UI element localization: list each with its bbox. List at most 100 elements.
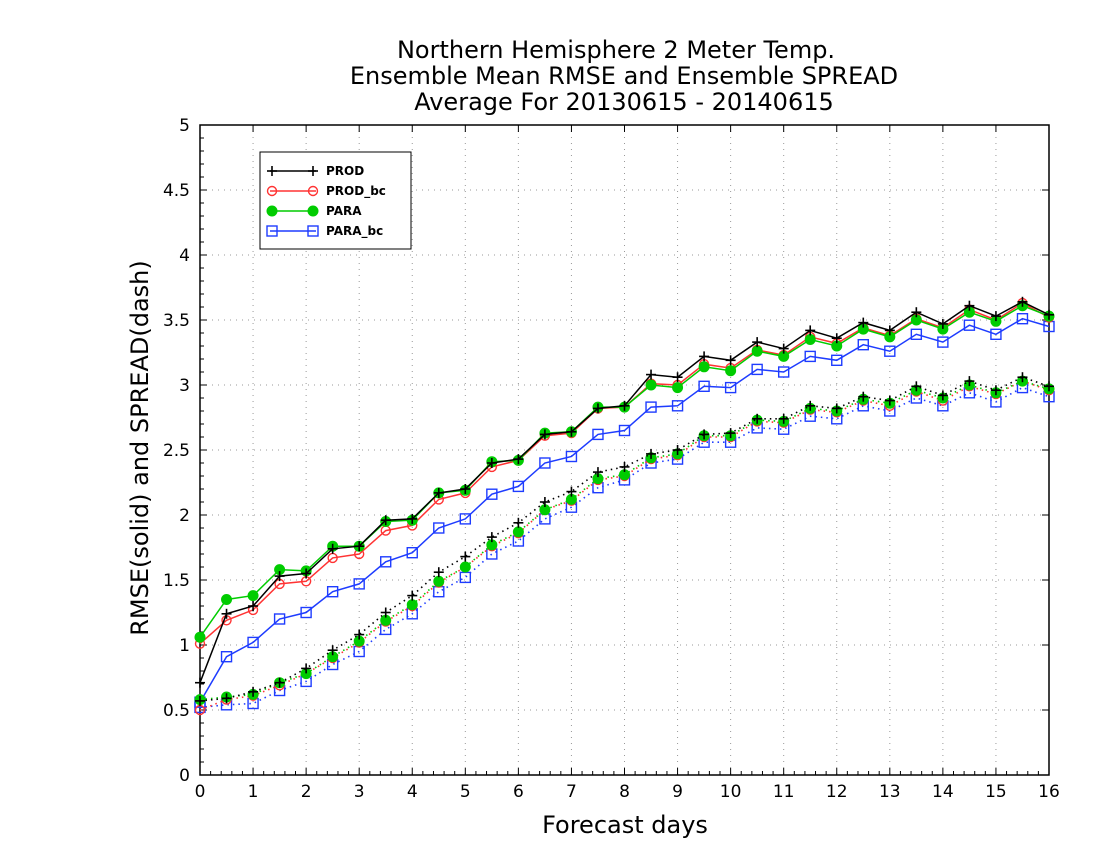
x-tick-label: 9 — [672, 782, 683, 802]
rmse-point — [380, 556, 392, 568]
x-tick-label: 5 — [460, 782, 471, 802]
rmse-point — [327, 543, 338, 554]
spread-point — [407, 590, 418, 601]
chart-title: Northern Hemisphere 2 Meter Temp. Ensemb… — [350, 36, 898, 116]
rmse-point — [831, 333, 842, 344]
rmse-point — [460, 484, 471, 494]
x-tick-label: 11 — [773, 782, 795, 802]
x-tick-label: 12 — [826, 782, 848, 802]
rmse-point — [911, 307, 922, 318]
series-prod-bc — [194, 297, 1055, 716]
rmse-point — [273, 613, 286, 625]
rmse-point — [804, 350, 816, 363]
legend-entry: PARA_bc — [266, 224, 383, 239]
rmse-point — [752, 337, 763, 348]
spread-point — [433, 586, 445, 598]
spread-point — [406, 599, 418, 611]
spread-point — [725, 428, 736, 439]
spread-point — [460, 551, 471, 562]
spread-point — [459, 571, 472, 584]
spread-point — [380, 607, 391, 618]
rmse-point — [777, 366, 790, 378]
legend-marker — [308, 166, 318, 176]
spread-point — [221, 693, 232, 704]
rmse-point — [671, 400, 684, 412]
y-tick-label: 1.5 — [163, 571, 190, 591]
x-tick-label: 0 — [195, 782, 206, 802]
rmse-line — [199, 317, 1050, 703]
rmse-point — [433, 522, 445, 534]
x-tick-label: 4 — [407, 782, 418, 802]
rmse-point — [646, 369, 657, 380]
x-tick-label: 15 — [985, 782, 1007, 802]
rmse-point — [618, 424, 631, 437]
rmse-point — [910, 328, 923, 340]
rmse-point — [990, 328, 1002, 340]
spread-point — [459, 561, 471, 573]
rmse-point — [884, 345, 896, 357]
legend: PROD PROD_bc PARA PARA_bc — [259, 151, 412, 250]
series-para — [194, 300, 1055, 706]
x-tick-label: 7 — [566, 782, 577, 802]
rmse-point — [725, 355, 736, 366]
spread-point — [699, 429, 710, 440]
rmse-point — [406, 547, 418, 559]
spread-point — [512, 526, 524, 538]
rmse-point — [247, 636, 259, 649]
spread-point — [513, 517, 524, 528]
spread-point — [990, 385, 1001, 396]
legend-label: PARA — [326, 204, 362, 218]
rmse-point — [990, 311, 1001, 322]
y-axis-label: RMSE(solid) and SPREAD(dash) — [126, 260, 154, 636]
spread-point — [619, 461, 630, 472]
rmse-point — [937, 318, 948, 329]
x-axis-ticks: 0 1 2 3 4 5 6 7 8 9 10 11 12 13 14 15 16 — [195, 125, 1060, 802]
spread-point — [672, 445, 683, 455]
rmse-point — [221, 594, 233, 605]
rmse-point — [698, 380, 710, 392]
rmse-point — [459, 513, 472, 525]
x-tick-label: 2 — [301, 782, 312, 802]
rmse-point — [326, 586, 339, 598]
y-tick-label: 3.5 — [163, 311, 190, 331]
legend-entry: PARA — [266, 204, 362, 218]
rmse-point — [672, 372, 683, 383]
spread-point — [937, 390, 948, 401]
legend-marker — [307, 225, 319, 237]
x-tick-label: 13 — [879, 782, 901, 802]
rmse-point — [1016, 313, 1029, 325]
rmse-point — [353, 578, 365, 590]
rmse-point — [513, 454, 524, 465]
y-tick-label: 0.5 — [163, 701, 190, 721]
rmse-point — [937, 336, 949, 348]
spread-point — [539, 497, 550, 507]
spread-line — [199, 380, 1050, 711]
y-tick-label: 4.5 — [163, 181, 190, 201]
rmse-point — [433, 487, 444, 498]
spread-point — [301, 663, 312, 674]
chart-title-line-1: Northern Hemisphere 2 Meter Temp. — [397, 36, 835, 64]
grid-lines — [200, 125, 1049, 775]
spread-point — [805, 400, 816, 411]
x-tick-label: 3 — [354, 782, 365, 802]
y-tick-label: 2.5 — [163, 441, 190, 461]
rmse-point — [1017, 296, 1028, 307]
x-tick-label: 14 — [932, 782, 954, 802]
rmse-point — [857, 339, 869, 351]
rmse-point — [300, 606, 312, 619]
rmse-point — [486, 458, 497, 468]
x-tick-label: 6 — [513, 782, 524, 802]
x-tick-label: 1 — [248, 782, 259, 802]
legend-label: PROD — [326, 164, 364, 178]
rmse-point — [963, 319, 976, 331]
rmse-point — [380, 515, 391, 526]
chart-title-line-2: Ensemble Mean RMSE and Ensemble SPREAD — [350, 62, 898, 90]
rmse-point — [221, 608, 232, 619]
rmse-point — [592, 403, 603, 414]
rmse-point — [645, 379, 657, 391]
x-axis-label: Forecast days — [542, 811, 708, 839]
spread-point — [831, 403, 842, 414]
rmse-point — [964, 300, 975, 311]
rmse-point — [672, 382, 684, 394]
y-tick-label: 3 — [179, 376, 190, 396]
